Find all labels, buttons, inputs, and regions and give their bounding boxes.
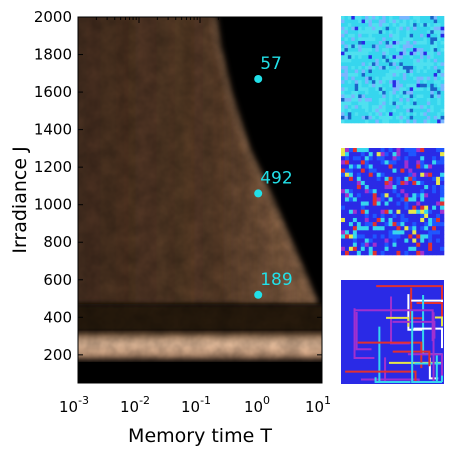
y-tick-label: 1200 [34,158,72,176]
markers-layer: 57 492 189 [254,54,293,299]
x-tick-label: 10-3 [59,394,89,416]
x-axis-title: Memory time T [128,425,272,447]
marker-label: 57 [260,54,282,74]
y-tick-label: 800 [43,233,72,251]
y-tick-label: 200 [43,346,72,364]
marker-point [254,74,263,83]
y-tick-label: 600 [43,271,72,289]
y-tick-label: 1400 [34,121,72,139]
y-tick-label: 400 [43,308,72,326]
y-tick-label: 1000 [34,196,72,214]
snapshot-panels [341,16,445,384]
x-tick-label: 100 [244,394,270,416]
y-axis-ticks: 200 400 600 800 1000 1200 1400 1600 1800 2000 [34,8,322,364]
y-tick-label: 1600 [34,83,72,101]
y-tick-label: 2000 [34,8,72,26]
snapshot-189 [341,280,444,384]
marker-point [254,290,263,299]
marker-label: 189 [260,270,292,290]
heatmap-texture [78,17,322,383]
marker-point [254,189,263,198]
x-tick-label: 101 [305,394,331,416]
heatmap-plot-area [78,17,322,383]
marker-label: 492 [260,168,292,188]
y-axis-title: Irradiance J [9,146,31,253]
snapshot-57 [341,16,445,124]
snapshot-492 [341,148,445,256]
x-tick-label: 10-1 [181,394,211,416]
x-tick-label: 10-2 [120,394,150,416]
y-tick-label: 1800 [34,46,72,64]
x-axis-ticks: 10-3 10-2 10-1 100 101 [59,17,331,416]
